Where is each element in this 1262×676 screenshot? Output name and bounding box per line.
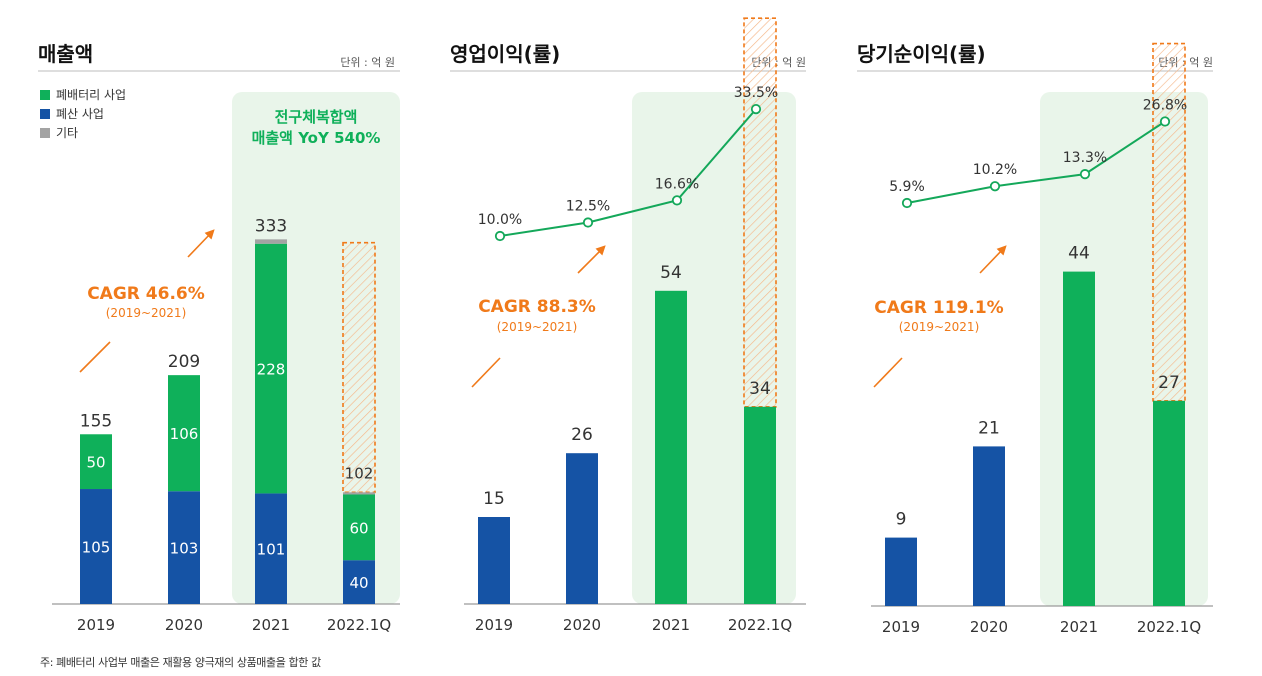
panel1-total-label: 155 xyxy=(80,411,112,431)
panel2-rate-point xyxy=(750,104,762,115)
panel1-projection-label: 102 xyxy=(345,464,374,482)
panel3-x-tick-label: 2021 xyxy=(1060,618,1098,636)
panel3-x-tick-label: 2019 xyxy=(882,618,920,636)
panel1-segment-label: 106 xyxy=(170,425,199,443)
panel1-bar-segment-other xyxy=(255,239,287,244)
panel1-segment-label: 105 xyxy=(82,539,111,557)
panel2-bar-value-label: 54 xyxy=(660,263,682,283)
panel1-legend-label: 기타 xyxy=(56,126,78,140)
panel1-segment-label: 228 xyxy=(257,361,286,379)
panel2-bar xyxy=(744,406,776,604)
panel2-rate-point xyxy=(494,230,506,242)
panel3-bar-value-label: 27 xyxy=(1158,373,1180,393)
panel2-title: 영업이익(률) xyxy=(450,42,560,66)
panel1-legend-label: 폐산 사업 xyxy=(56,107,104,121)
panel2-rate-point xyxy=(582,217,594,228)
panel3-cagr-period: (2019~2021) xyxy=(899,320,980,334)
panel2-rate-line xyxy=(499,108,757,237)
panel1-cagr-period: (2019~2021) xyxy=(106,306,187,320)
panel1-cagr-arrow-icon xyxy=(187,229,215,258)
panel3-rate-point xyxy=(1159,116,1171,127)
panel3-cagr-label: CAGR 119.1% xyxy=(874,298,1003,318)
panel1-bar-segment-other xyxy=(343,492,375,495)
panel1-cagr-trend-line xyxy=(79,341,111,373)
panel2-cagr-label: CAGR 88.3% xyxy=(478,297,596,317)
panel3-rate-point xyxy=(901,197,913,209)
panel1-x-tick-label: 2020 xyxy=(165,616,203,634)
panel3-rate-point xyxy=(989,181,1001,192)
panel2-bar xyxy=(655,290,687,604)
panel1-segment-label: 101 xyxy=(257,541,286,559)
panel2-bar-value-label: 15 xyxy=(483,489,505,509)
panel2-projection-box xyxy=(743,17,777,408)
panel3-rate-label: 10.2% xyxy=(973,162,1017,178)
panel1-bar-segment-waste-battery xyxy=(255,243,287,494)
panel1-unit-label: 단위 : 억 원 xyxy=(340,56,395,69)
panel3-cagr-arrow-icon xyxy=(979,245,1007,274)
panel2-x-tick-label: 2022.1Q xyxy=(728,616,792,634)
panel3-title: 당기순이익(률) xyxy=(857,42,986,66)
panel1-highlight-note-line2: 매출액 YoY 540% xyxy=(252,129,381,147)
panel1-highlight-note-line1: 전구체복합액 xyxy=(275,108,358,126)
panel2-bar-value-label: 26 xyxy=(571,425,593,445)
panel3-cagr-trend-line xyxy=(873,357,903,388)
panel1-segment-label: 60 xyxy=(349,519,368,537)
panel1-segment-label: 40 xyxy=(349,574,368,592)
panel1-segment-label: 103 xyxy=(170,540,199,558)
panel1-total-label: 209 xyxy=(168,352,200,372)
panel1-bar-segment-waste-acid xyxy=(255,493,287,604)
panel1-bar-segment-waste-acid xyxy=(80,489,112,604)
panel3-bar xyxy=(1153,400,1185,606)
panel3-bar xyxy=(885,537,917,606)
panel3-bar-value-label: 21 xyxy=(978,418,1000,438)
panel3-bar-value-label: 44 xyxy=(1068,244,1090,264)
panel3-x-tick-label: 2020 xyxy=(970,618,1008,636)
panel1-title: 매출액 xyxy=(38,42,93,66)
panel2-rate-point xyxy=(671,195,683,206)
panel3-rate-point xyxy=(1079,169,1091,180)
panel2-rate-label: 16.6% xyxy=(655,176,699,192)
panel2-bar xyxy=(478,517,510,604)
panel2-x-tick-label: 2019 xyxy=(475,616,513,634)
panel2-cagr-period: (2019~2021) xyxy=(497,320,578,334)
panel1-x-tick-label: 2021 xyxy=(252,616,290,634)
panel1-x-tick-label: 2022.1Q xyxy=(327,616,391,634)
panel1-x-tick-label: 2019 xyxy=(77,616,115,634)
panel2-rate-label: 10.0% xyxy=(478,212,522,228)
panel3-projection-box xyxy=(1152,42,1186,402)
panel2-rate-label: 12.5% xyxy=(566,199,610,215)
panel2-cagr-arrow-icon xyxy=(577,245,606,274)
panel3-rate-line xyxy=(906,120,1166,204)
panel1-legend-label: 폐배터리 사업 xyxy=(56,88,126,102)
panel3-x-tick-label: 2022.1Q xyxy=(1137,618,1201,636)
panel2-x-tick-label: 2021 xyxy=(652,616,690,634)
panel3-rate-label: 5.9% xyxy=(889,179,925,195)
panel2-bar xyxy=(566,453,598,604)
panel2-x-tick-label: 2020 xyxy=(563,616,601,634)
panel1-cagr-label: CAGR 46.6% xyxy=(87,284,205,304)
panel1-bar-segment-waste-battery xyxy=(343,494,375,561)
panel2-rate-label: 33.5% xyxy=(734,85,778,101)
panel1-projection-box xyxy=(342,241,376,494)
panel1-total-label: 333 xyxy=(255,216,287,236)
panel1-bar-segment-waste-battery xyxy=(168,375,200,492)
panel1-bar-segment-waste-acid xyxy=(343,560,375,604)
panel1-legend-swatch xyxy=(40,128,50,138)
panel3-bar xyxy=(973,446,1005,606)
panel1-legend-swatch xyxy=(40,109,50,119)
panel1-bar-segment-waste-acid xyxy=(168,491,200,604)
footnote: 주: 폐배터리 사업부 매출은 재활용 양극재의 상품매출을 합한 값 xyxy=(40,656,321,669)
panel3-rate-label: 26.8% xyxy=(1143,97,1187,113)
panel1-legend-swatch xyxy=(40,90,50,100)
panel1-segment-label: 50 xyxy=(86,454,105,472)
panel3-rate-label: 13.3% xyxy=(1063,150,1107,166)
panel2-cagr-trend-line xyxy=(471,357,501,388)
panel2-bar-value-label: 34 xyxy=(749,379,771,399)
panel3-bar xyxy=(1063,271,1095,606)
panel1-bar-segment-waste-battery xyxy=(80,434,112,490)
panel3-bar-value-label: 9 xyxy=(896,510,907,530)
